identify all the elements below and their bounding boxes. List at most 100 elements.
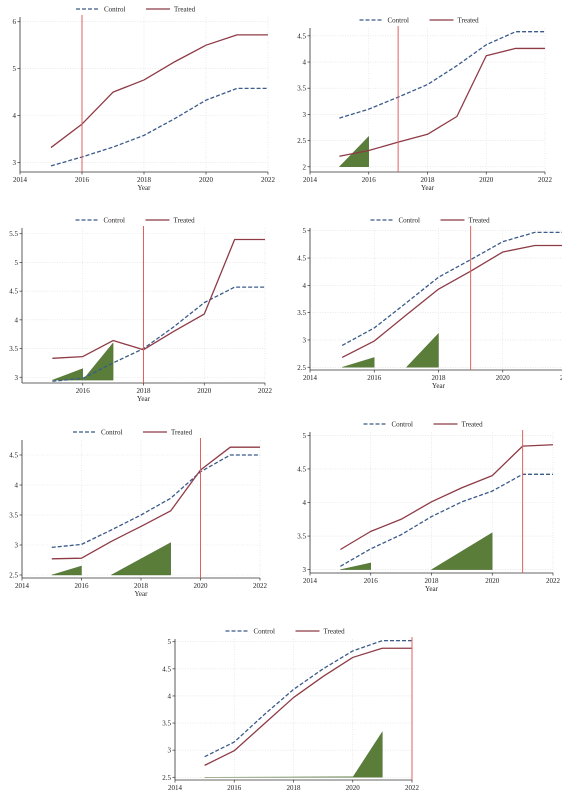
x-tick-label: 2016 <box>367 374 382 382</box>
legend-label-treated: Treated <box>324 628 346 636</box>
x-tick-label: 2020 <box>496 374 511 382</box>
y-tick-label: 3 <box>13 159 17 167</box>
series-line-treated <box>52 238 265 359</box>
y-tick-label: 2.5 <box>297 364 306 372</box>
x-tick-label: 2016 <box>76 387 91 395</box>
legend-label-treated: Treated <box>174 6 196 14</box>
x-tick-label: 2016 <box>362 176 377 184</box>
series-line-control <box>204 639 412 758</box>
legend: Control Treated <box>73 429 193 437</box>
x-tick-label: 2020 <box>346 784 361 792</box>
x-tick-label: 2022 <box>258 387 273 395</box>
x-tick-label: 2018 <box>421 176 436 184</box>
legend-label-treated: Treated <box>462 421 484 429</box>
y-tick-label: 5 <box>303 227 307 235</box>
x-tick-label: 2014 <box>303 577 318 585</box>
x-tick-label: 2022 <box>261 176 276 184</box>
series-line-control <box>341 231 562 346</box>
x-tick-label: 2018 <box>137 387 152 395</box>
y-tick-label: 4 <box>15 316 19 324</box>
chart-panel-2021: Control Treated 2014 2016 2018 2020 2022 3 3.5 4 4… <box>281 410 562 610</box>
x-tick-label: 2014 <box>303 176 318 184</box>
chart-panel-2020: Control Treated 2014 2016 2018 2020 2022 2.5 3 3.… <box>0 410 281 610</box>
series-line-control <box>50 87 268 167</box>
y-tick-label: 3.5 <box>297 309 306 317</box>
x-tick-label: 2022 <box>405 784 420 792</box>
x-tick-label: 2018 <box>432 374 447 382</box>
x-tick-label: 2014 <box>168 784 183 792</box>
x-tick-label: 2018 <box>137 176 152 184</box>
x-axis-title: Year <box>432 382 446 390</box>
x-tick-label: 2016 <box>75 176 90 184</box>
y-tick-label: 3.5 <box>297 85 306 93</box>
y-tick-label: 4 <box>15 482 19 490</box>
x-tick-label: 2016 <box>75 582 90 590</box>
legend-label-treated: Treated <box>174 217 196 225</box>
y-tick-label: 4.5 <box>9 288 18 296</box>
triangle-mark <box>352 731 383 778</box>
y-tick-label: 5.5 <box>9 230 18 238</box>
y-tick-label: 5 <box>15 259 19 267</box>
x-tick-label: 2020 <box>199 176 214 184</box>
x-tick-label: 2022 <box>538 176 553 184</box>
chart-svg: Control Treated 2014 2016 2018 2020 2022 3 4 5 6 Ye… <box>13 6 276 193</box>
legend-label-control: Control <box>388 17 409 25</box>
y-tick-label: 3.5 <box>162 720 171 728</box>
chart-svg: Control Treated 2014 2016 2018 2020 2022 2.5 3 3.… <box>162 628 420 793</box>
legend: Control Treated <box>225 628 346 636</box>
x-axis-title: Year <box>421 184 435 192</box>
x-tick-label: 2020 <box>197 387 212 395</box>
y-tick-label: 4.5 <box>297 32 306 40</box>
y-tick-label: 3 <box>303 111 307 119</box>
y-tick-label: 3 <box>303 566 307 574</box>
y-tick-label: 4.5 <box>9 452 18 460</box>
y-tick-label: 4.5 <box>297 465 306 473</box>
x-tick-label: 2018 <box>134 582 149 590</box>
x-axis-title: Year <box>137 395 151 403</box>
series-line-treated <box>341 244 562 359</box>
chart-panel-2016: Control Treated 2014 2016 2018 2020 2022 3 4 5 6 Ye… <box>0 0 281 205</box>
chart-panel-2017: Control Treated 2014 2016 2018 2020 2022 2 2.5 3 3… <box>281 0 562 205</box>
legend-label-treated: Treated <box>469 217 491 225</box>
series-line-control <box>52 286 265 382</box>
triangle-mark <box>340 562 371 570</box>
y-tick-label: 5 <box>168 638 172 646</box>
chart-svg: Control Treated 2016 2018 2020 2022 3 3.5 4 4.5 5 5… <box>9 217 273 404</box>
y-tick-label: 5 <box>303 432 307 440</box>
y-tick-label: 4 <box>303 59 307 67</box>
y-tick-label: 4.5 <box>162 665 171 673</box>
chart-panel-2018: Control Treated 2016 2018 2020 2022 3 3.5 4 4.5 5 5… <box>0 205 281 410</box>
series-line-treated <box>339 47 545 157</box>
legend: Control Treated <box>363 421 484 429</box>
y-tick-label: 3 <box>15 374 19 382</box>
triangle-mark <box>51 565 82 576</box>
triangle-mark <box>405 332 439 368</box>
y-tick-label: 2.5 <box>297 137 306 145</box>
chart-panel-2022: Control Treated 2014 2016 2018 2020 2022 2.5 3 3.… <box>140 612 421 800</box>
x-tick-label: 2020 <box>194 582 209 590</box>
legend-label-control: Control <box>254 628 275 636</box>
legend-label-control: Control <box>104 6 125 14</box>
x-tick-label: 2022 <box>253 582 268 590</box>
x-tick-label: 2016 <box>227 784 242 792</box>
chart-svg: Control Treated 2014 2016 2018 2020 2022 2 2.5 3 3… <box>297 17 553 193</box>
y-tick-label: 3 <box>168 747 172 755</box>
triangle-mark <box>111 542 171 576</box>
x-tick-label: 2020 <box>479 176 494 184</box>
x-axis-title: Year <box>138 184 152 192</box>
y-tick-label: 2.5 <box>162 774 171 782</box>
series-line-treated <box>340 444 554 551</box>
y-tick-label: 2 <box>303 163 307 171</box>
x-tick-label: 2014 <box>303 374 318 382</box>
legend: Control Treated <box>370 217 491 225</box>
legend-label-control: Control <box>104 217 125 225</box>
series-line-treated <box>51 446 260 560</box>
y-tick-label: 5 <box>13 65 17 73</box>
x-tick-label: 2020 <box>485 577 500 585</box>
x-tick-label: 2014 <box>15 582 30 590</box>
triangle-mark <box>430 532 493 570</box>
legend: Control Treated <box>75 217 196 225</box>
y-tick-label: 4 <box>303 282 307 290</box>
legend-label-treated: Treated <box>171 429 193 437</box>
triangle-mark <box>204 776 353 778</box>
